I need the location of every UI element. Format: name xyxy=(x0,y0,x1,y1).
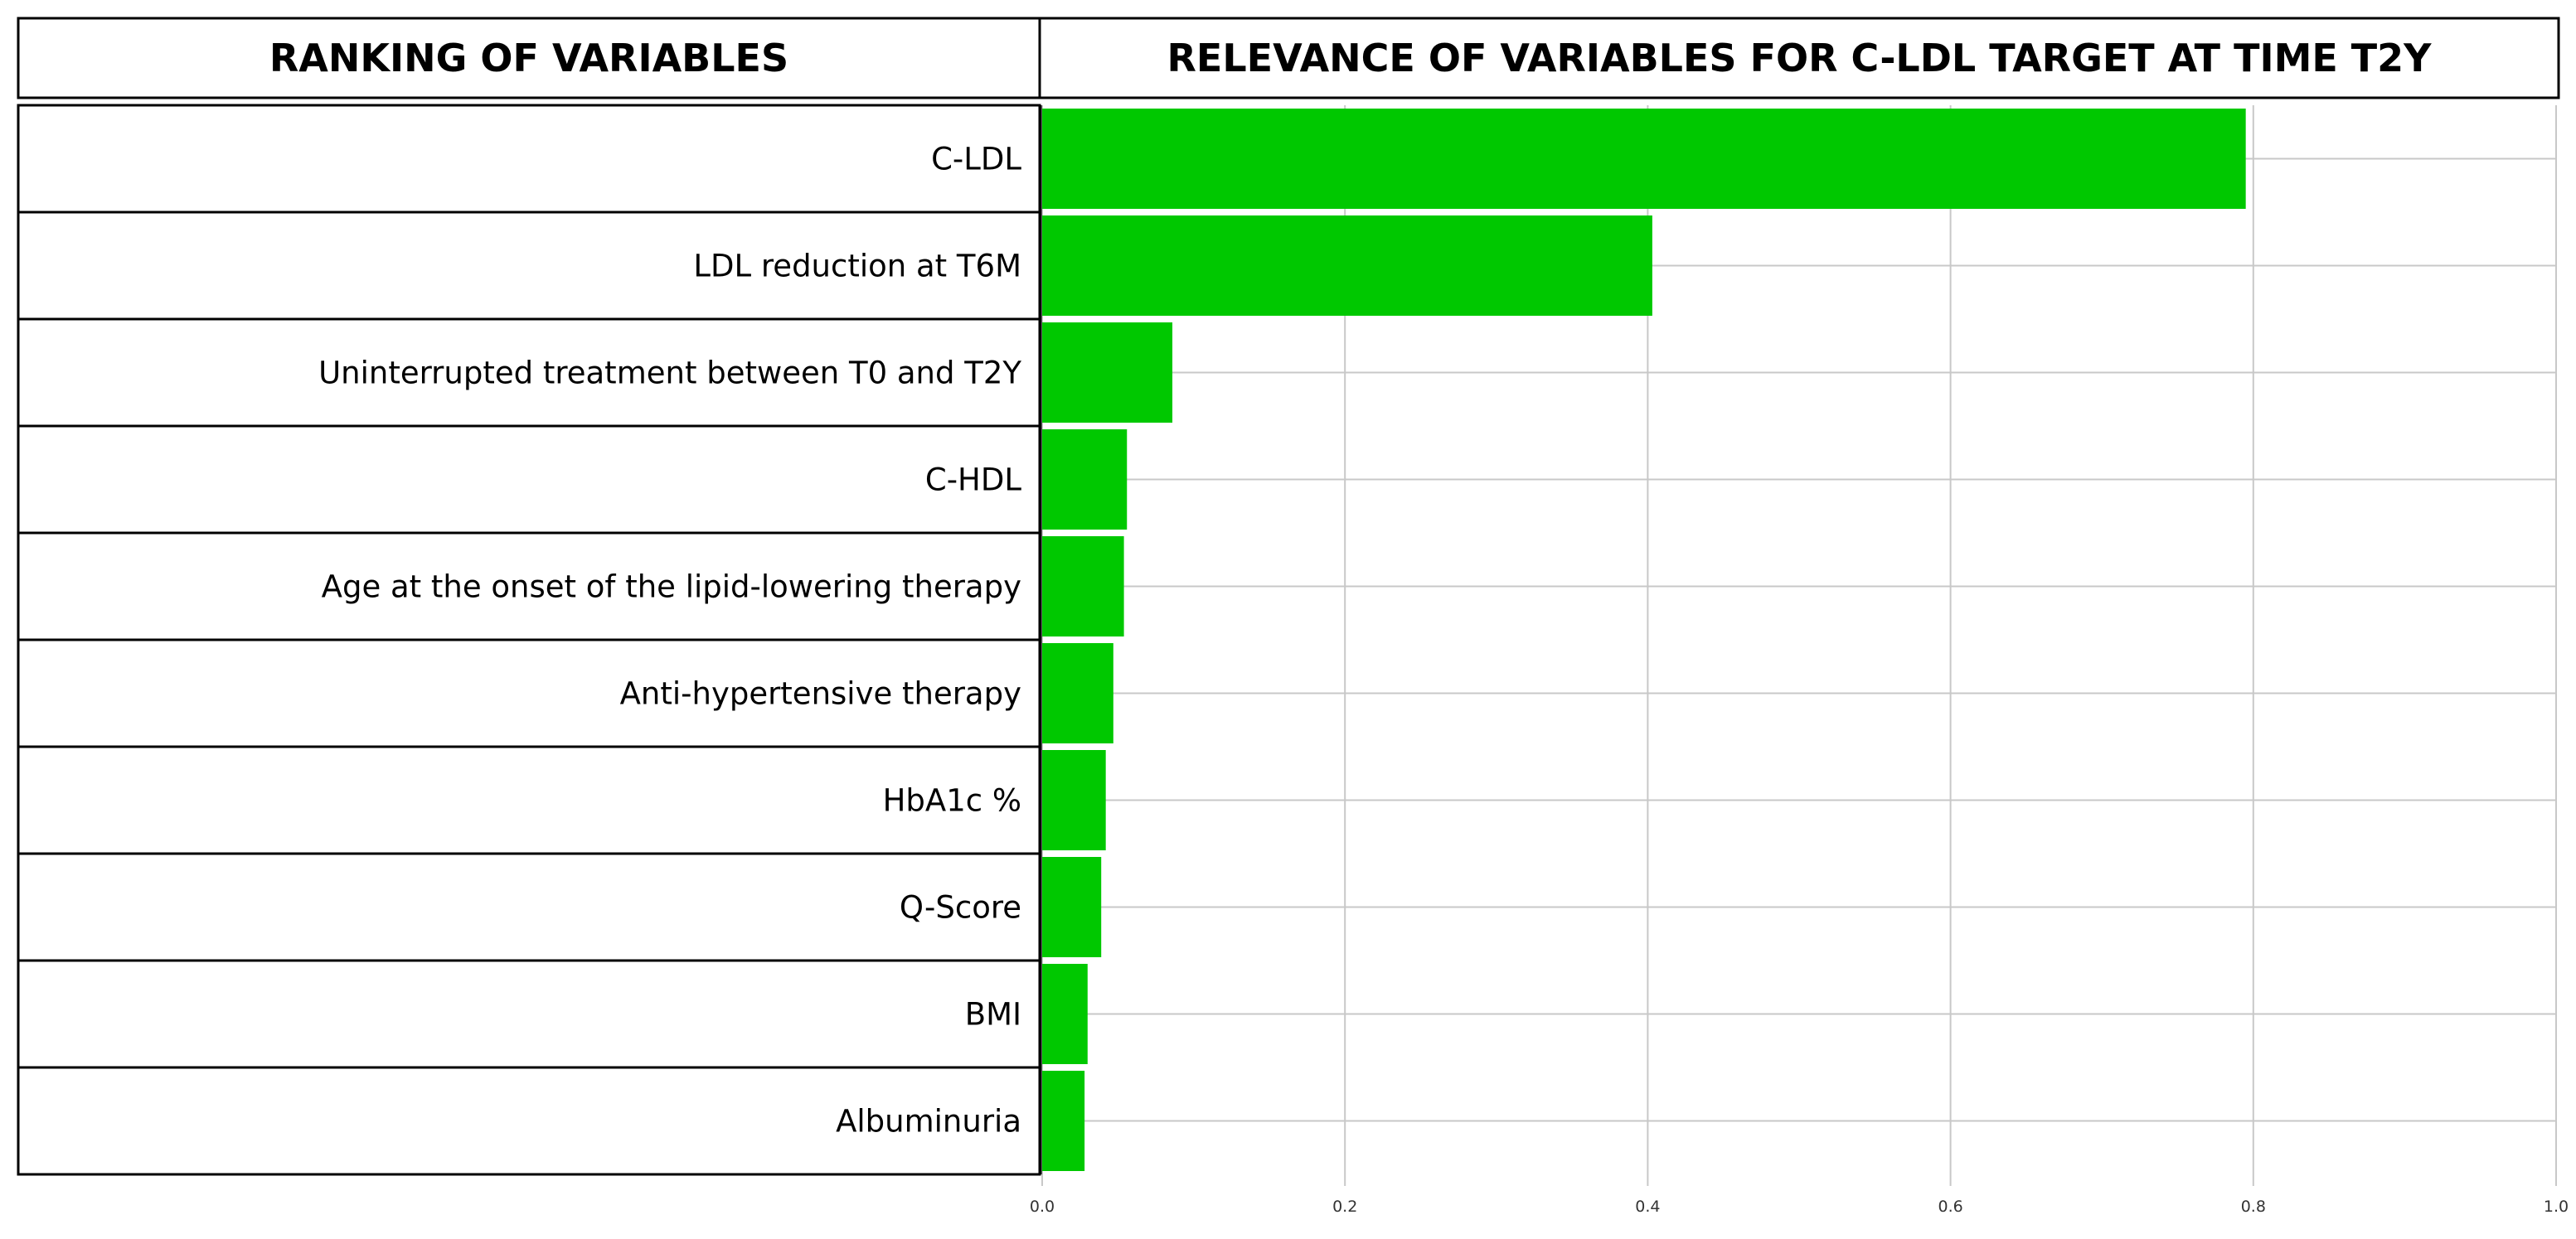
bar-1 xyxy=(1042,109,2246,209)
header-left-cell xyxy=(17,17,1041,99)
ranking-row xyxy=(17,1066,1041,1176)
x-tick-label: 1.0 xyxy=(2544,1198,2569,1216)
x-tick-label: 0.8 xyxy=(2241,1198,2266,1216)
bar-4 xyxy=(1042,429,1128,530)
header-right-cell xyxy=(1038,17,2560,99)
x-tick-label: 0.6 xyxy=(1938,1198,1962,1216)
variable-label: Albuminuria xyxy=(836,1104,1021,1140)
x-tick-label: 0.0 xyxy=(1030,1198,1055,1216)
variable-label: Uninterrupted treatment between T0 and T… xyxy=(318,356,1021,391)
ranking-row xyxy=(17,959,1041,1069)
relevance-header-title: RELEVANCE OF VARIABLES FOR C-LDL TARGET … xyxy=(1167,36,2433,80)
header: RANKING OF VARIABLES RELEVANCE OF VARIAB… xyxy=(17,17,2560,99)
ranking-row xyxy=(17,531,1041,641)
bar-2 xyxy=(1042,215,1652,316)
x-axis: 0.0 0.2 0.4 0.6 0.8 1.0 xyxy=(1030,105,2569,1216)
bar-6 xyxy=(1042,643,1113,743)
ranking-row xyxy=(17,424,1041,535)
variable-label: C-LDL xyxy=(931,142,1021,177)
x-tick-label: 0.4 xyxy=(1635,1198,1660,1216)
ranking-row xyxy=(17,745,1041,855)
variable-label: C-HDL xyxy=(925,462,1021,498)
variable-label: BMI xyxy=(965,997,1021,1033)
variable-label: HbA1c % xyxy=(883,783,1021,819)
bar-5 xyxy=(1042,536,1124,636)
variable-label: Anti-hypertensive therapy xyxy=(620,676,1021,712)
ranking-row xyxy=(17,638,1041,748)
bar-7 xyxy=(1042,750,1106,850)
bar-3 xyxy=(1042,322,1173,423)
ranking-row xyxy=(17,852,1041,962)
variable-label: LDL reduction at T6M xyxy=(693,249,1021,284)
ranking-header-title: RANKING OF VARIABLES xyxy=(269,36,788,80)
ranking-table: C-LDL LDL reduction at T6M Uninterrupted t… xyxy=(17,104,1041,1176)
x-tick-label: 0.2 xyxy=(1332,1198,1357,1216)
bar-layer xyxy=(1042,109,2246,1171)
bar-9 xyxy=(1042,964,1088,1064)
variable-label: Age at the onset of the lipid-lowering t… xyxy=(322,569,1021,605)
variable-label: Q-Score xyxy=(900,890,1021,926)
bar-8 xyxy=(1042,857,1102,957)
ranking-row xyxy=(17,317,1041,428)
ranking-row xyxy=(17,104,1041,214)
grid-layer xyxy=(1041,105,2557,1186)
bar-10 xyxy=(1042,1071,1085,1171)
